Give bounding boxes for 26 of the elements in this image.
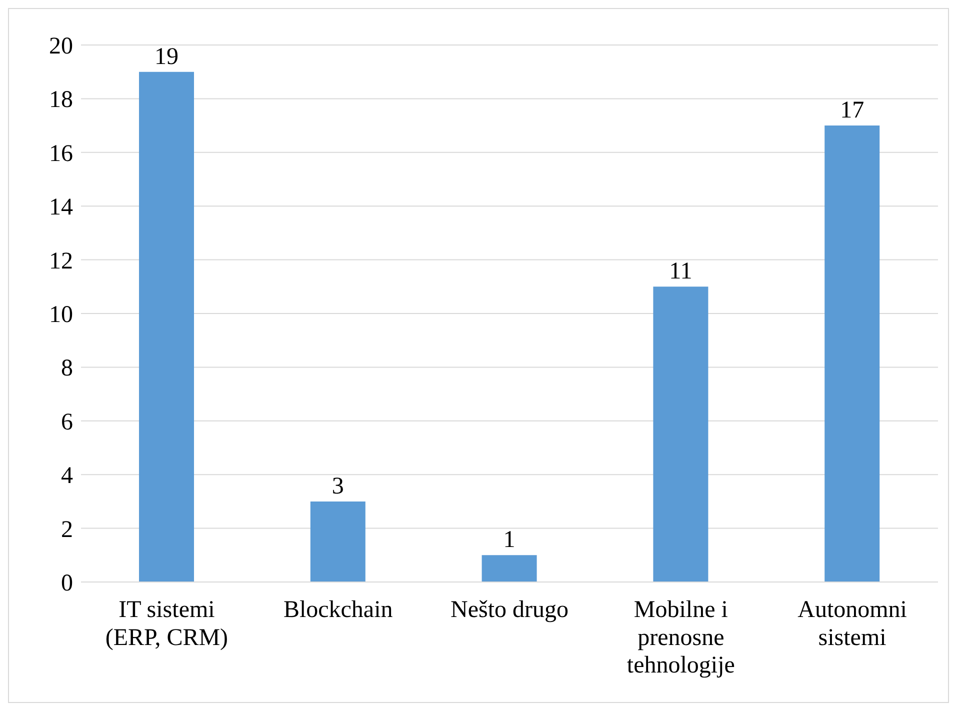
x-tick-label: Nešto drugo — [450, 597, 568, 624]
x-tick-label: Blockchain — [283, 597, 393, 624]
x-tick-label: IT sistemi (ERP, CRM) — [105, 597, 228, 651]
x-tick-label: Autonomni sistemi — [798, 597, 908, 651]
y-tick-label: 18 — [49, 87, 73, 114]
y-tick-label: 10 — [49, 302, 73, 328]
y-tick-label: 16 — [49, 140, 73, 167]
y-tick-label: 14 — [49, 194, 73, 221]
bar — [310, 501, 366, 582]
data-label: 19 — [154, 44, 178, 70]
y-tick-label: 8 — [61, 356, 73, 382]
x-tick-label: Mobilne i prenosne tehnologije — [626, 597, 735, 678]
y-tick-label: 20 — [49, 34, 73, 60]
data-label: 17 — [840, 98, 864, 124]
y-tick-label: 2 — [61, 516, 73, 543]
data-label: 1 — [503, 527, 516, 554]
y-tick-label: 0 — [61, 570, 73, 597]
bar — [482, 555, 537, 582]
y-tick-label: 6 — [61, 409, 73, 436]
data-label: 11 — [669, 258, 692, 285]
y-tick-label: 12 — [49, 248, 73, 274]
bar — [824, 126, 880, 582]
bar — [653, 286, 708, 582]
bar — [139, 72, 194, 582]
data-label: 3 — [332, 473, 344, 500]
y-tick-label: 4 — [61, 463, 73, 490]
